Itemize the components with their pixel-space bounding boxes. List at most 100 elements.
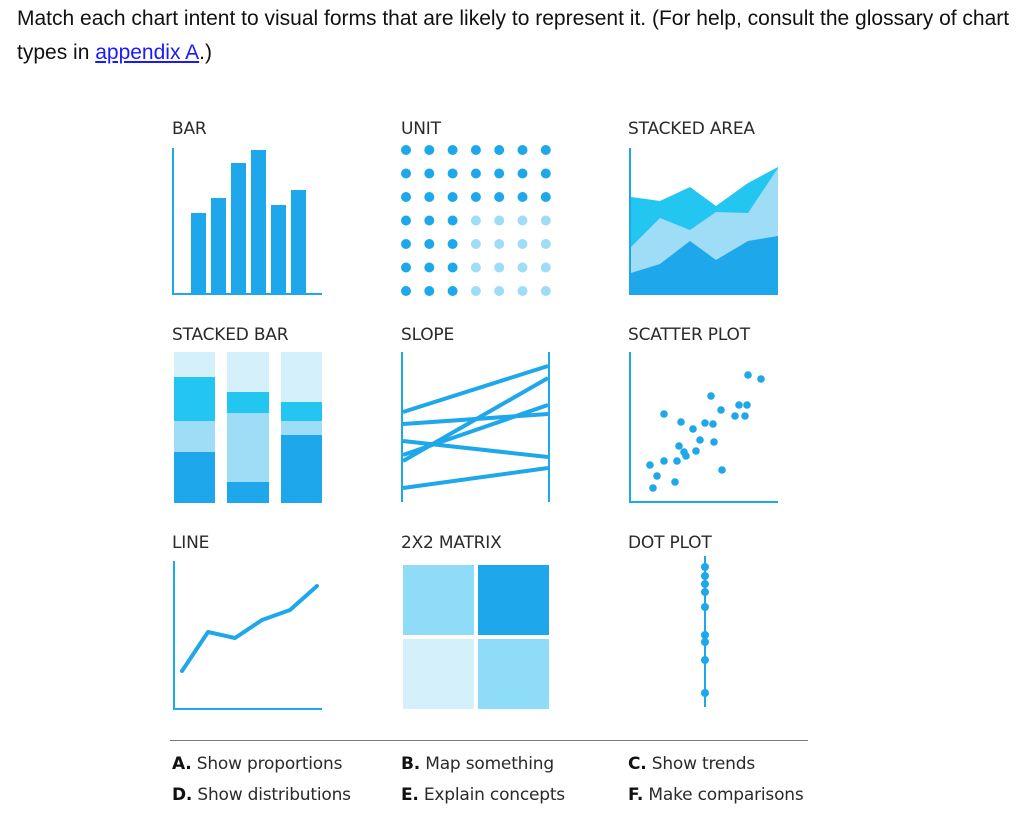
unit-dot (494, 215, 505, 226)
unit-dot (424, 262, 435, 273)
unit-dot (540, 215, 551, 226)
unit-dot (424, 192, 435, 202)
scatter-point (682, 452, 690, 460)
scatter-point (707, 392, 715, 400)
bar-chart-icon (172, 148, 322, 295)
unit-dot (517, 239, 528, 249)
intent-f: F. Make comparisons (628, 785, 804, 805)
line-label: LINE (172, 533, 210, 553)
unit-label: UNIT (401, 119, 441, 139)
unit-dot (494, 239, 505, 249)
dot-plot-point (701, 580, 709, 588)
scatter-point (646, 461, 654, 469)
unit-dot (424, 239, 435, 249)
scatter-point (744, 371, 752, 379)
dot-plot-icon (701, 556, 709, 707)
scatter-point (649, 484, 657, 492)
scatter-point (701, 419, 709, 427)
scatter-plot-icon (629, 352, 778, 503)
instructions-text-before: Match each chart intent to visual forms … (17, 7, 1010, 64)
scatter-plot-label: SCATTER PLOT (628, 325, 750, 345)
stacked-bar-label: STACKED BAR (172, 325, 289, 345)
unit-dot (470, 168, 481, 179)
slope-chart-icon (401, 352, 550, 502)
intent-e: E. Explain concepts (401, 785, 565, 805)
scatter-point (696, 436, 704, 444)
unit-dot (447, 145, 458, 155)
dot-plot-point (701, 638, 709, 646)
unit-dot (424, 168, 435, 179)
unit-dot (540, 145, 551, 155)
unit-dot (447, 168, 458, 179)
scatter-point (710, 438, 718, 446)
scatter-point (743, 401, 751, 409)
scatter-point (660, 410, 668, 418)
unit-dot (470, 215, 481, 226)
bar-label: BAR (172, 119, 207, 139)
intent-a: A. Show proportions (172, 754, 343, 774)
dot-plot-point (701, 572, 709, 580)
instructions-text-after: .) (199, 41, 212, 64)
unit-dot (540, 286, 551, 296)
unit-dot (401, 145, 411, 155)
unit-dot (401, 239, 411, 249)
scatter-point (731, 412, 739, 420)
unit-dot (494, 262, 505, 273)
unit-dot (494, 192, 505, 202)
unit-dot (540, 192, 551, 202)
unit-dot (470, 239, 481, 249)
scatter-point (671, 478, 679, 486)
unit-dot (540, 239, 551, 249)
scatter-point (677, 418, 685, 426)
unit-dot (401, 215, 411, 226)
scatter-point (757, 375, 765, 383)
matrix-chart-icon (403, 565, 549, 709)
scatter-point (673, 457, 681, 465)
scatter-point (718, 466, 726, 474)
divider-line (170, 740, 808, 741)
unit-dot (517, 286, 528, 296)
unit-dot (494, 145, 505, 155)
unit-dot (517, 192, 528, 202)
unit-dot (517, 168, 528, 179)
unit-dot (447, 239, 458, 249)
scatter-point (692, 447, 700, 455)
intent-b: B. Map something (401, 754, 554, 774)
scatter-point (709, 420, 717, 428)
dot-plot-point (701, 656, 709, 664)
dot-plot-point (701, 603, 709, 611)
instructions-text: Match each chart intent to visual forms … (17, 2, 1017, 70)
unit-dot (424, 145, 435, 155)
unit-dot (424, 215, 435, 226)
unit-dot (401, 286, 411, 296)
unit-dot (494, 286, 505, 296)
stacked-area-label: STACKED AREA (628, 119, 755, 139)
unit-dot (447, 192, 458, 202)
dot-plot-point (701, 588, 709, 596)
line-chart-icon (173, 561, 322, 710)
unit-dot (470, 145, 481, 155)
scatter-point (741, 412, 749, 420)
dot-plot-point (701, 631, 709, 639)
intent-c: C. Show trends (628, 754, 756, 774)
unit-dot (401, 192, 411, 202)
unit-dot (494, 168, 505, 179)
unit-dot (447, 262, 458, 273)
unit-dot (540, 262, 551, 273)
unit-chart-icon (401, 145, 551, 296)
scatter-point (689, 425, 697, 433)
unit-dot (470, 192, 481, 202)
appendix-a-link[interactable]: appendix A (95, 41, 200, 64)
matrix-label: 2X2 MATRIX (401, 533, 502, 553)
unit-dot (447, 215, 458, 226)
unit-dot (517, 215, 528, 226)
unit-dot (424, 286, 435, 296)
intent-d: D. Show distributions (172, 785, 351, 805)
dot-plot-point (701, 689, 709, 697)
unit-dot (470, 286, 481, 296)
unit-dot (401, 168, 411, 179)
dot-plot-point (701, 563, 709, 571)
scatter-point (660, 457, 668, 465)
slope-label: SLOPE (401, 325, 455, 345)
